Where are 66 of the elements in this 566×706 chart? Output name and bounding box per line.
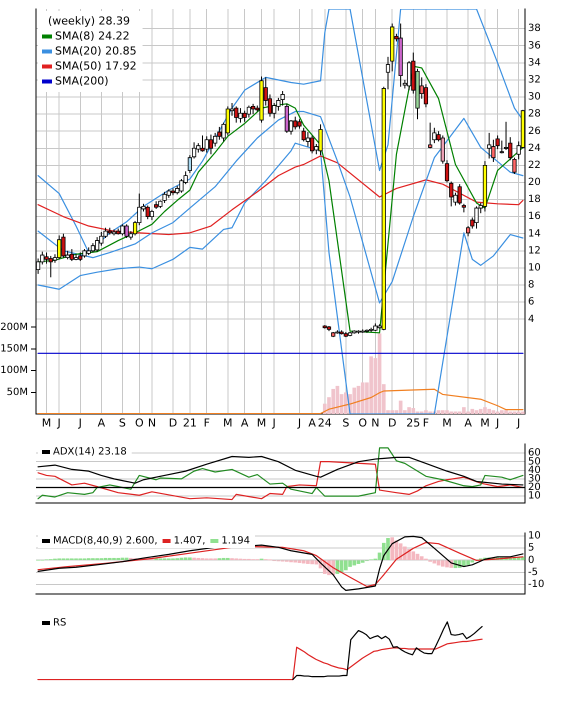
x-tick-label: F: [422, 416, 430, 430]
x-tick-label: F: [204, 416, 210, 430]
legend-label: SMA(50) 17.92: [55, 59, 137, 72]
y-tick-label: 24: [528, 142, 541, 154]
x-tick-label: J: [78, 416, 82, 430]
x-tick-label: M: [223, 416, 233, 430]
x-tick-label: M: [42, 416, 52, 430]
y-tick-label: -10: [528, 579, 544, 590]
x-tick-label: A: [464, 416, 472, 430]
x-tick-label: J: [516, 416, 520, 430]
x-tick-label: A: [98, 416, 106, 430]
y-tick-label: 30: [528, 92, 541, 103]
legend-label: ADX(14) 23.18: [53, 446, 127, 458]
legend-label: SMA(8) 24.22: [55, 29, 130, 42]
legend-label: 1.407,: [174, 536, 206, 547]
y-tick-label: 5: [528, 542, 534, 554]
x-tick-label: N: [371, 416, 380, 430]
y2-tick-label: 200M: [0, 322, 28, 333]
x-tick-label: 21: [182, 416, 197, 430]
y-tick-label: 26: [528, 126, 541, 137]
y-tick-label: 34: [528, 57, 541, 68]
y2-tick-label: 150M: [0, 343, 28, 354]
y-tick-label: 16: [528, 211, 541, 222]
x-tick-label: M: [442, 416, 452, 430]
y-tick-label: 10: [528, 530, 541, 542]
x-tick-label: J: [272, 416, 276, 430]
y-tick-label: 10: [528, 262, 541, 274]
y-tick-label: 8: [528, 280, 534, 291]
x-tick-label: D: [388, 416, 396, 430]
legend-label: SMA(20) 20.85: [55, 44, 137, 58]
y-tick-label: 38: [528, 23, 541, 34]
x-tick-label: J: [56, 416, 61, 430]
x-tick-label: O: [134, 416, 144, 430]
x-tick-label: S: [342, 416, 350, 430]
x-tick-label: J: [494, 416, 500, 430]
x-tick-label: M: [480, 416, 490, 430]
x-tick-label: 24: [318, 416, 332, 430]
y-tick-label: 14: [528, 228, 541, 240]
legend-label: MACD(8,40,9) 2.600,: [53, 536, 158, 547]
x-tick-label: S: [118, 416, 126, 430]
x-tick-label: J: [296, 416, 302, 430]
y2-tick-label: 50M: [6, 386, 28, 398]
y-tick-label: 0: [528, 554, 534, 566]
text: (weekly) 28.39: [48, 14, 130, 28]
y-tick-label: 22: [528, 160, 541, 171]
y2-tick-label: 100M: [0, 365, 28, 376]
x-tick-label: D: [168, 416, 178, 430]
y-tick-label: 12: [528, 245, 541, 256]
y-tick-label: -5: [528, 566, 538, 578]
x-tick-label: N: [148, 416, 156, 430]
legend-label: SMA(200): [55, 74, 109, 88]
x-tick-label: 25: [406, 416, 420, 430]
y-tick-label: 32: [528, 74, 541, 86]
y-tick-label: 10: [528, 490, 541, 502]
y-tick-label: 6: [528, 296, 534, 308]
x-tick-label: A: [240, 416, 249, 430]
y-tick-label: 36: [528, 40, 541, 52]
x-tick-label: M: [256, 416, 266, 430]
y-tick-label: 28: [528, 108, 541, 120]
legend-label: RS: [53, 618, 66, 629]
y-tick-label: 4: [528, 314, 534, 325]
x-tick-label: A: [308, 416, 316, 430]
legend-label: 1.194: [221, 536, 250, 547]
y-tick-label: 18: [528, 194, 541, 206]
x-tick-label: O: [358, 416, 368, 430]
y-tick-label: 20: [528, 177, 541, 188]
